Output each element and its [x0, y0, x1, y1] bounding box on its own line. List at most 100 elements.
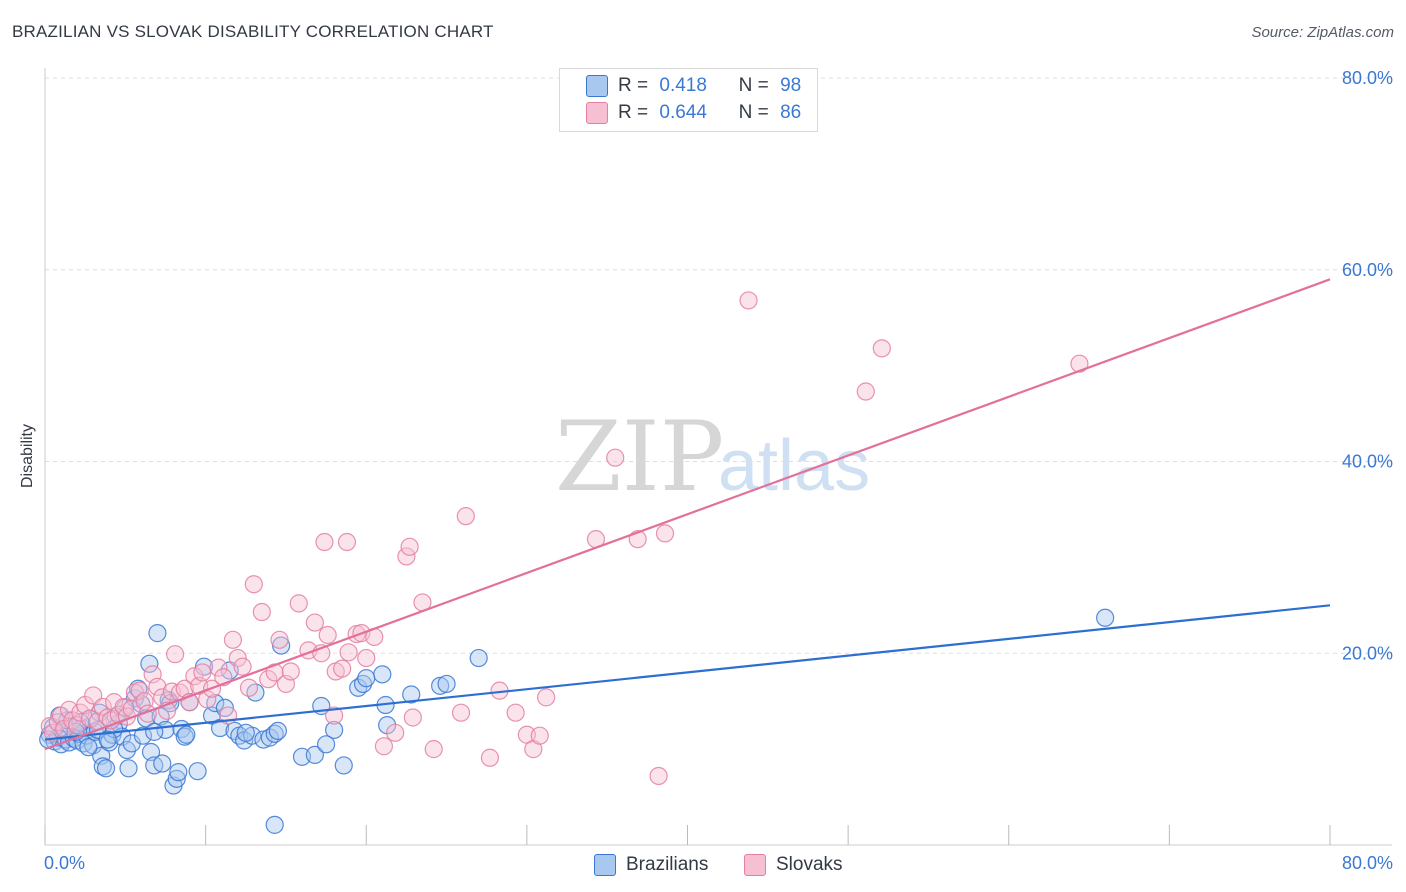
brazilians-point [145, 722, 164, 741]
brazilians-point [402, 685, 421, 704]
brazilians-point [1096, 608, 1115, 627]
slovaks-point [166, 645, 185, 664]
brazilians-point [431, 676, 450, 695]
chart-title: BRAZILIAN VS SLOVAK DISABILITY CORRELATI… [12, 22, 494, 41]
slovaks-point [456, 507, 475, 526]
watermark: ZIP atlas [555, 401, 870, 513]
watermark-zip: ZIP [555, 401, 724, 513]
slovaks-point [239, 678, 259, 697]
brazilians-point [254, 730, 273, 749]
brazilians-point [132, 694, 151, 714]
slovaks-point [333, 659, 352, 678]
slovaks-point [289, 594, 308, 613]
brazilians-point [334, 756, 353, 775]
tick-labels: 20.0% 40.0% 60.0% 80.0% 0.0% 80.0% [44, 68, 1393, 873]
slovaks-point [537, 688, 556, 707]
brazilians-point [177, 725, 196, 744]
slovaks-point [649, 766, 668, 786]
slovaks-point [739, 291, 758, 310]
slovaks-trend-line [44, 278, 1331, 751]
brazilians-point [141, 742, 161, 762]
legend-label-brazilians: Brazilians [626, 854, 709, 875]
slovaks-point [244, 575, 263, 594]
slovaks-point [606, 448, 625, 467]
slovaks-point [403, 708, 422, 727]
brazilians-swatch [594, 854, 616, 876]
y-tick-label: 60.0% [1342, 260, 1393, 280]
legend-label-slovaks: Slovaks [776, 854, 843, 875]
legend-item-brazilians[interactable]: Brazilians [594, 850, 708, 880]
brazilians-point [96, 759, 116, 778]
slovaks-point [424, 740, 443, 759]
source-label: Source: ZipAtlas.com [1251, 24, 1394, 41]
brazilians-point [79, 738, 98, 757]
slovaks-swatch [744, 854, 766, 876]
slovaks-point [872, 339, 891, 358]
slovaks-point [655, 524, 675, 543]
x-tick-label: 0.0% [44, 853, 85, 873]
slovaks-point [281, 662, 300, 681]
legend-item-slovaks[interactable]: Slovaks [744, 850, 843, 880]
slovaks-swatch [586, 102, 608, 124]
n-value: 98 [780, 75, 802, 96]
brazilians-point [169, 763, 188, 782]
slovaks-point [305, 613, 324, 632]
slovaks-point [148, 677, 167, 696]
brazilians-point [437, 674, 456, 694]
slovaks-point [386, 723, 405, 742]
slovaks-point [193, 663, 212, 682]
correlation-legend: R = 0.418 N = 98 R = 0.644 N = 86 [559, 68, 818, 132]
r-value: 0.418 [659, 75, 707, 96]
slovaks-point [374, 737, 394, 756]
n-label: N = [738, 75, 769, 96]
brazilians-point [140, 654, 159, 673]
brazilians-point [268, 721, 288, 741]
brazilians-point [188, 762, 207, 781]
grid-layer [45, 77, 1392, 654]
brazilians-point [325, 720, 344, 740]
brazilians-trend-line [44, 604, 1331, 741]
brazilians-point [119, 759, 138, 778]
brazilians-point [353, 674, 373, 694]
series-legend: Brazilians Slovaks [0, 850, 1406, 880]
slovaks-point [252, 602, 271, 622]
slovaks-point [228, 648, 247, 668]
brazilians-point [316, 735, 336, 754]
brazilians-point [373, 665, 392, 684]
slovaks-point [270, 630, 289, 649]
slovaks-point [339, 643, 358, 662]
slovaks-point [530, 726, 549, 745]
slovaks-point [506, 703, 525, 722]
slovaks-point [223, 630, 243, 649]
brazilians-point [265, 815, 284, 834]
r-label: R = [618, 75, 649, 96]
slovaks-point [397, 547, 416, 566]
brazilians-swatch [586, 75, 608, 97]
n-value: 86 [780, 102, 802, 123]
slovaks-point [233, 657, 252, 676]
slovaks-point [93, 697, 112, 717]
slovaks-point [337, 532, 357, 552]
brazilians-point [153, 754, 172, 773]
brazilians-point [305, 745, 324, 764]
y-tick-label: 20.0% [1342, 643, 1393, 663]
slovaks-point [357, 648, 376, 668]
y-tick-label: 80.0% [1342, 68, 1393, 88]
brazilians-point [357, 669, 376, 688]
slovaks-point [451, 703, 471, 722]
brazilians-point [265, 724, 284, 743]
axes-layer [44, 68, 1392, 846]
brazilians-point [148, 624, 167, 643]
brazilians-point [133, 726, 153, 745]
n-label: N = [738, 102, 769, 123]
slovaks-point [43, 723, 63, 742]
brazilians-point [236, 723, 255, 742]
r-value: 0.644 [659, 102, 707, 123]
brazilians-point [469, 648, 488, 668]
brazilians-point [167, 769, 186, 788]
brazilians-point [98, 730, 117, 749]
slovaks-point [259, 670, 278, 689]
slovaks-point [1070, 354, 1089, 373]
slovaks-point [400, 537, 419, 556]
